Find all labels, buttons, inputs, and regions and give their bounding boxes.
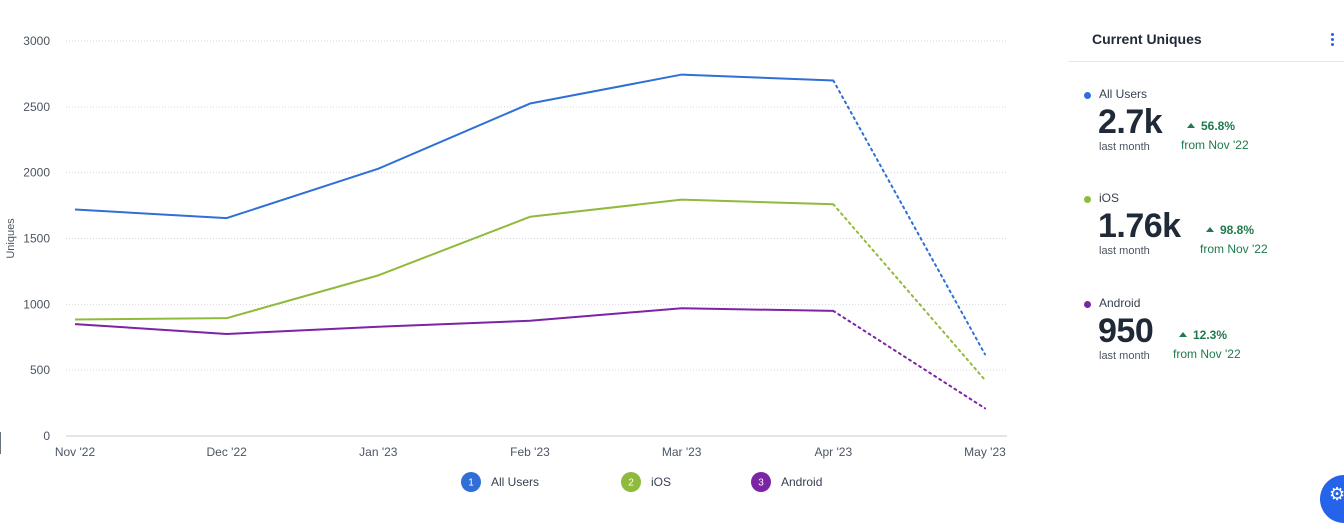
y-tick-label: 500 [30, 363, 50, 377]
metric-period: last month [1099, 350, 1150, 362]
metric-all-users: All Users 2.7k last month 56.8% from Nov… [1084, 87, 1334, 177]
legend-index: 3 [758, 478, 764, 489]
divider [0, 432, 1, 454]
metric-value: 1.76k [1098, 207, 1181, 245]
metric-change: 56.8% [1187, 117, 1235, 135]
legend-marker [621, 472, 641, 492]
metric-name: Android [1099, 296, 1141, 310]
legend-index: 1 [468, 478, 474, 489]
series-line [74, 307, 834, 335]
change-percent: 56.8% [1201, 118, 1236, 133]
metric-name: All Users [1099, 87, 1148, 101]
series-dot-icon [1084, 92, 1091, 99]
x-tick-label: Dec '22 [207, 445, 248, 459]
series-line [74, 198, 834, 321]
x-tick-label: Jan '23 [359, 445, 398, 459]
panel-title: Current Uniques [1092, 31, 1202, 47]
y-tick-label: 0 [43, 429, 50, 443]
y-tick-label: 1000 [23, 297, 50, 311]
metric-period: last month [1099, 245, 1150, 257]
y-tick-label: 1500 [23, 232, 50, 246]
x-tick-label: May '23 [964, 445, 1006, 459]
current-uniques-panel: Current Uniques All Users 2.7k last mont… [1068, 0, 1344, 509]
change-baseline: from Nov '22 [1173, 347, 1241, 361]
change-percent: 12.3% [1193, 327, 1228, 342]
legend-label: iOS [651, 475, 671, 489]
y-tick-label: 2500 [23, 100, 50, 114]
change-baseline: from Nov '22 [1181, 138, 1249, 152]
series-dot-icon [1084, 196, 1091, 203]
y-tick-label: 2000 [23, 166, 50, 180]
legend-index: 2 [628, 478, 634, 489]
series-projection-line [832, 79, 986, 356]
metric-change: 12.3% [1179, 326, 1227, 344]
trend-up-icon [1179, 332, 1187, 338]
metric-name: iOS [1099, 191, 1120, 205]
legend-marker [461, 472, 481, 492]
x-tick-label: Mar '23 [662, 445, 702, 459]
more-options-icon[interactable] [1330, 33, 1336, 47]
metric-ios: iOS 1.76k last month 98.8% from Nov '22 [1084, 191, 1334, 281]
legend-label: Android [781, 475, 822, 489]
metric-android: Android 950 last month 12.3% from Nov '2… [1084, 296, 1334, 386]
metric-period: last month [1099, 141, 1150, 153]
legend-label: All Users [491, 475, 539, 489]
metric-change: 98.8% [1206, 221, 1254, 239]
y-axis-title: Uniques [5, 218, 17, 259]
x-tick-label: Feb '23 [510, 445, 550, 459]
series-projection-line [832, 203, 986, 382]
series-projection-line [832, 309, 986, 410]
chart-svg: 0 500 1000 1500 2000 2500 3000 Uniques Nov '22 De… [5, 34, 1007, 492]
trend-up-icon [1206, 227, 1214, 233]
uniques-line-chart: 0 500 1000 1500 2000 2500 3000 Uniques Nov '22 De… [5, 34, 1007, 492]
series-dot-icon [1084, 301, 1091, 308]
y-tick-label: 3000 [23, 34, 50, 48]
help-icon: ⚙ [1329, 484, 1344, 504]
x-tick-label: Nov '22 [55, 445, 96, 459]
panel-header: Current Uniques [1068, 0, 1344, 62]
metric-value: 2.7k [1098, 103, 1163, 141]
change-percent: 98.8% [1220, 222, 1255, 237]
series-line [74, 73, 834, 220]
trend-up-icon [1187, 123, 1195, 129]
change-baseline: from Nov '22 [1200, 242, 1268, 256]
metric-value: 950 [1098, 312, 1154, 350]
legend-marker [751, 472, 771, 492]
x-tick-label: Apr '23 [815, 445, 853, 459]
